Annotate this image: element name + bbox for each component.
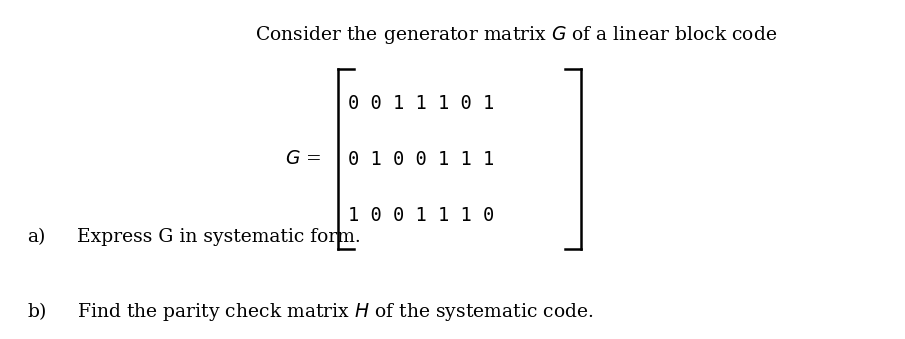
Text: 0 1 0 0 1 1 1: 0 1 0 0 1 1 1	[348, 150, 495, 169]
Text: 1 0 0 1 1 1 0: 1 0 0 1 1 1 0	[348, 206, 495, 225]
Text: 0 0 1 1 1 0 1: 0 0 1 1 1 0 1	[348, 94, 495, 113]
Text: Express G in systematic form.: Express G in systematic form.	[77, 228, 361, 246]
Text: a): a)	[27, 228, 45, 246]
Text: Find the parity check matrix $H$ of the systematic code.: Find the parity check matrix $H$ of the …	[77, 301, 594, 323]
Text: b): b)	[27, 303, 46, 321]
Text: $G$ =: $G$ =	[285, 150, 321, 168]
Text: Consider the generator matrix $G$ of a linear block code: Consider the generator matrix $G$ of a l…	[254, 24, 777, 46]
